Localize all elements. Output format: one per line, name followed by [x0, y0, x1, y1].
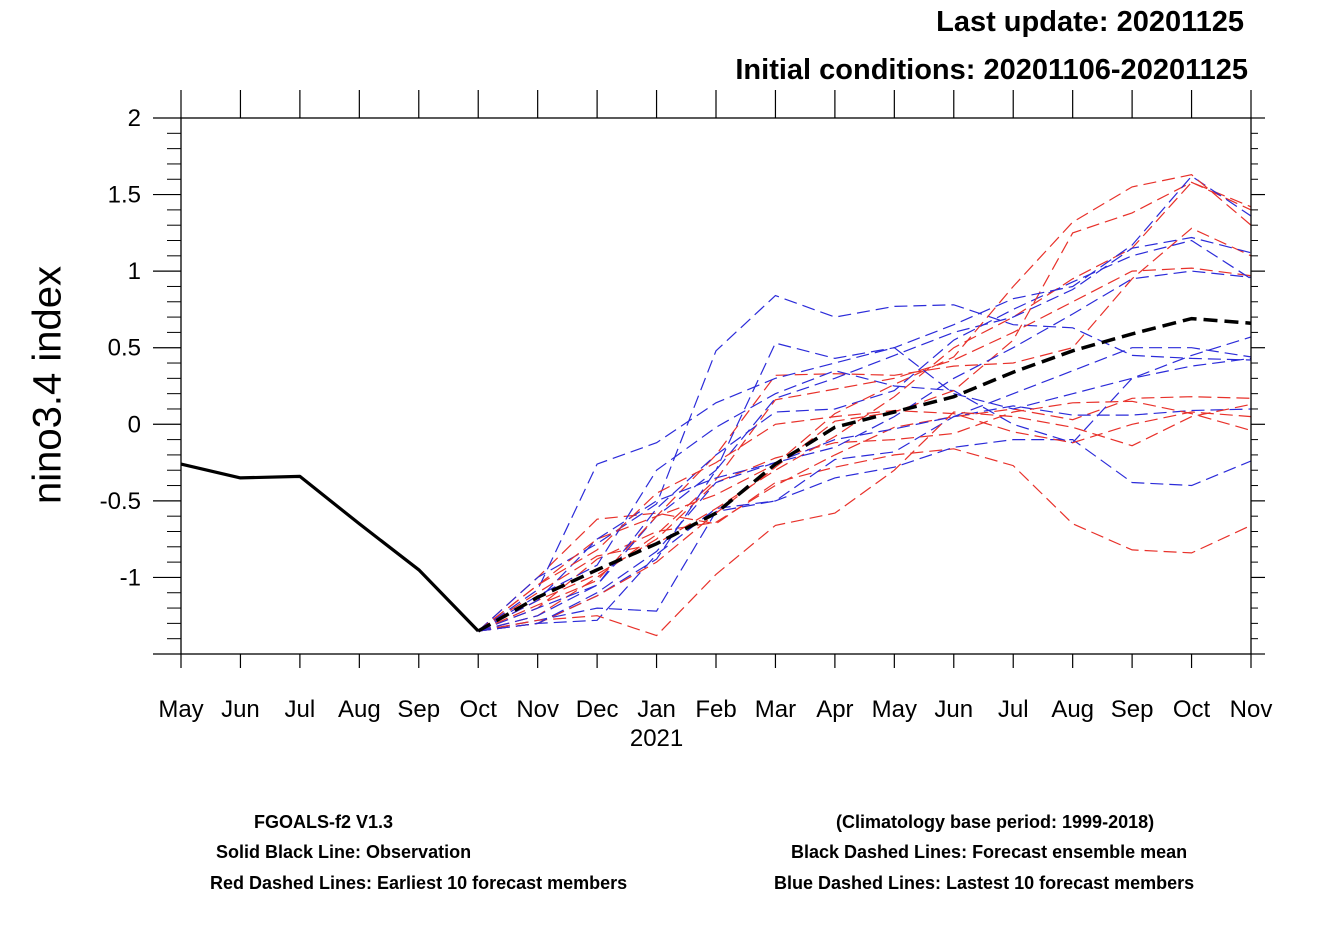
red-member-line-10 — [477, 409, 1251, 632]
blue-member-line-5 — [477, 347, 1251, 632]
x-tick-label: Sep — [397, 696, 440, 723]
x-tick-label: Aug — [1051, 696, 1094, 723]
x-tick-label: May — [158, 696, 203, 723]
observation-legend-note: Solid Black Line: Observation — [216, 842, 472, 862]
red-member-line-9 — [477, 174, 1251, 632]
x-tick-label: Apr — [816, 696, 853, 723]
red-member-line-6 — [478, 403, 1251, 637]
x-tick-label: Mar — [755, 696, 796, 723]
red-member-line-7 — [477, 181, 1251, 632]
blue-member-line-4 — [478, 405, 1251, 632]
y-tick-label: 2 — [128, 105, 141, 132]
x-year-label: 2021 — [630, 725, 683, 752]
blue-member-line-2 — [478, 439, 1251, 632]
axes-layer — [153, 90, 1265, 668]
x-tick-label: May — [872, 696, 917, 723]
x-tick-label: Jun — [221, 696, 260, 723]
x-tick-label: Oct — [1173, 696, 1211, 723]
plot-frame — [180, 117, 1252, 655]
blue-member-line-10 — [478, 270, 1251, 632]
x-tick-label: Jan — [637, 696, 676, 723]
model-name-note: FGOALS-f2 V1.3 — [254, 812, 394, 832]
climatology-note: (Climatology base period: 1999-2018) — [836, 812, 1155, 832]
y-tick-label: 0.5 — [108, 335, 141, 362]
ensemble-mean-line — [477, 316, 1252, 633]
x-tick-label: Aug — [338, 696, 381, 723]
x-tick-label: Oct — [460, 696, 498, 723]
blue-member-line-6 — [478, 239, 1251, 632]
red-member-line-5 — [477, 400, 1251, 632]
red-member-line-4 — [478, 267, 1251, 632]
red-member-line-3 — [477, 227, 1251, 632]
x-tick-label: Jul — [285, 696, 316, 723]
blue-member-line-1 — [477, 294, 1251, 632]
x-tick-label: Dec — [576, 696, 619, 723]
y-tick-label: 1.5 — [108, 182, 141, 209]
y-tick-label: 0 — [128, 411, 141, 438]
y-tick-label: -1 — [120, 564, 141, 591]
y-tick-label: -0.5 — [100, 488, 141, 515]
blue-member-line-3 — [477, 336, 1251, 632]
last-update-header: Last update: 20201125 — [936, 6, 1244, 38]
forecast-members-layer — [477, 174, 1251, 637]
blue-member-line-9 — [477, 347, 1251, 632]
initial-conditions-header: Initial conditions: 20201106-20201125 — [735, 54, 1248, 86]
x-tick-label: Sep — [1111, 696, 1154, 723]
observation-layer — [180, 462, 480, 633]
y-tick-label: 1 — [128, 258, 141, 285]
x-tick-label: Feb — [695, 696, 736, 723]
tick-labels-layer: May Jun Jul Aug Sep Oct Nov Dec Jan Feb Mar Apr May J… — [100, 105, 1273, 752]
red-member-line-8 — [478, 181, 1251, 632]
red-member-line-1 — [477, 448, 1251, 632]
x-tick-label: Jun — [934, 696, 973, 723]
x-tick-label: Nov — [1230, 696, 1273, 723]
red-members-legend-note: Red Dashed Lines: Earliest 10 forecast m… — [210, 873, 628, 893]
x-tick-label: Nov — [516, 696, 559, 723]
blue-members-legend-note: Blue Dashed Lines: Lastest 10 forecast m… — [774, 873, 1195, 893]
ensemble-mean-legend-note: Black Dashed Lines: Forecast ensemble me… — [791, 842, 1188, 862]
blue-member-line-8 — [477, 175, 1251, 632]
observation-line — [180, 462, 480, 633]
x-tick-label: Jul — [998, 696, 1029, 723]
ensemble-mean-layer — [477, 316, 1252, 633]
